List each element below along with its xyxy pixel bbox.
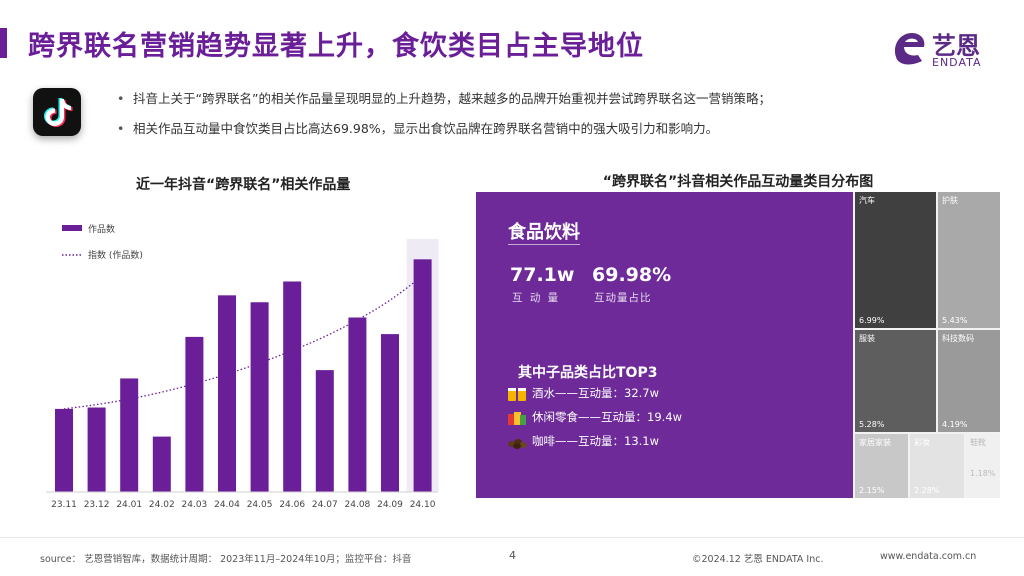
cell-name-makeup: 彩妆 [914,438,930,447]
bar-24.03 [185,336,204,492]
top3-title: 其中子品类占比TOP3 [518,365,658,381]
treemap-cell-makeup: 彩妆 2.28% [910,434,964,498]
x-tick-24.06: 24.06 [279,500,305,510]
x-tick-24.09: 24.09 [377,500,403,510]
cell-share-skincare: 5.43% [942,316,968,325]
bar-24.10 [413,259,432,492]
treemap-cell-auto: 汽车 6.99% [855,192,936,328]
bar-24.04 [218,295,236,492]
bar-24.01 [120,378,139,492]
cell-name-auto: 汽车 [859,196,875,205]
bar-chart: 作品数 指数 (作品数) 23.11 23.12 24.01 24.02 24.03 24… [46,223,439,510]
bullet-1: • 抖音上关于“跨界联名”的相关作品量呈现明显的上升趋势，越来越多的品牌开始重视并… [117,91,771,106]
bar-24.06 [283,281,302,492]
food-share-value: 69.98% [592,264,672,286]
top3-item-1: 酒水——互动量：32.7w [506,385,659,402]
bar-24.09 [381,334,399,492]
x-tick-24.01: 24.01 [116,500,142,510]
cell-share-apparel: 5.28% [859,420,885,429]
treemap-title: “跨界联名”抖音相关作品互动量类目分布图 [602,174,874,190]
cell-name-tech: 科技数码 [942,334,974,343]
food-interaction-label: 互 动 量 [512,292,561,304]
food-category-name: 食品饮料 [508,222,580,243]
bar-24.02 [152,436,171,492]
cell-share-home: 2.15% [859,486,885,495]
bar-chart-legend: 作品数 指数 (作品数) [62,223,143,261]
endata-logo-icon [894,33,925,65]
top3-item-2-text: 休闲零食——互动量：19.4w [532,410,683,424]
page-title: 跨界联名营销趋势显著上升，食饮类目占主导地位 [28,31,644,62]
legend-swatch-bars [62,225,82,231]
treemap-cell-shoes: 鞋靴 1.18% [966,434,1000,498]
x-tick-24.02: 24.02 [149,500,175,510]
food-share-label: 互动量占比 [594,292,652,304]
x-tick-24.08: 24.08 [345,500,371,510]
bar-chart-title: 近一年抖音“跨界联名”相关作品量 [136,177,351,193]
treemap-cell-home: 家居家装 2.15% [855,434,908,498]
legend-label-bars: 作品数 [88,223,115,235]
snacks-icon [506,410,528,426]
logo-text-cn: 艺恩 [932,32,980,60]
top3-item-3-text: 咖啡——互动量：13.1w [532,434,660,448]
bar-24.07 [315,370,334,492]
douyin-icon [33,88,81,136]
bullet-1-text: 抖音上关于“跨界联名”的相关作品量呈现明显的上升趋势，越来越多的品牌开始重视并尝… [133,91,771,106]
cell-share-tech: 4.19% [942,420,968,429]
cell-name-shoes: 鞋靴 [970,438,986,447]
x-tick-24.05: 24.05 [247,500,273,510]
page-number: 4 [509,549,516,562]
top3-item-1-text: 酒水——互动量：32.7w [532,386,660,400]
treemap-cell-skincare: 护肤 5.43% [938,192,1000,328]
legend-label-trend: 指数 (作品数) [88,249,143,261]
trend-line [63,275,423,410]
logo-text-en: ENDATA [932,56,982,69]
top3-item-3: 咖啡——互动量：13.1w [506,433,659,450]
bullet-2-text: 相关作品互动量中食饮类目占比高达69.98%，显示出食饮品牌在跨界联名营销中的强… [133,121,719,136]
cell-name-apparel: 服装 [859,334,875,343]
bar-23.12 [87,407,106,492]
treemap: 食品饮料 77.1w 互 动 量 69.98% 互动量占比 其中子品类占比TOP… [476,192,1000,498]
x-tick-23.11: 23.11 [51,500,77,510]
cell-name-skincare: 护肤 [942,196,958,205]
footer-source: source： 艺恩营销智库，数据统计周期： 2023年11月–2024年10月… [40,554,412,565]
bar-24.05 [250,302,269,492]
cell-name-home: 家居家装 [859,438,891,447]
bullet-2: • 相关作品互动量中食饮类目占比高达69.98%，显示出食饮品牌在跨界联名营销中的… [117,121,719,136]
x-tick-24.04: 24.04 [214,500,240,510]
top3-item-2: 休闲零食——互动量：19.4w [506,409,682,426]
x-tick-23.12: 23.12 [84,500,110,510]
treemap-cell-tech: 科技数码 4.19% [938,330,1000,432]
beer-icon [506,386,528,402]
title-accent-bar [0,28,7,58]
footer-url: www.endata.com.cn [880,551,977,562]
bar-23.11 [55,408,73,492]
cell-share-auto: 6.99% [859,316,885,325]
cell-share-makeup: 2.28% [914,486,940,495]
food-divider [508,244,580,245]
footer-copyright: ©2024.12 艺恩 ENDATA Inc. [692,554,824,565]
footer-divider [0,537,1024,538]
x-tick-24.03: 24.03 [182,500,208,510]
coffee-beans-icon [506,434,528,450]
bar-24.08 [348,317,367,492]
food-interaction-value: 77.1w [510,264,575,286]
treemap-cell-food: 食品饮料 77.1w 互 动 量 69.98% 互动量占比 其中子品类占比TOP… [476,192,853,498]
x-tick-24.10: 24.10 [410,500,436,510]
treemap-cell-apparel: 服装 5.28% [855,330,936,432]
x-tick-24.07: 24.07 [312,500,338,510]
cell-share-shoes: 1.18% [970,469,996,478]
endata-logo: 艺恩 ENDATA [890,24,1000,70]
